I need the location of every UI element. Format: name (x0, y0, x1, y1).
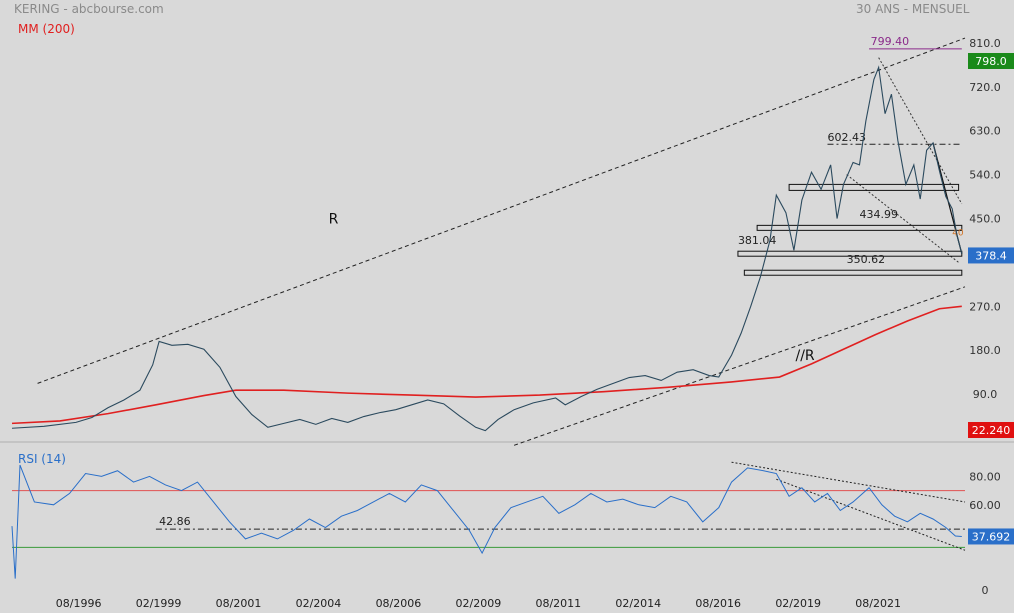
last-price-badge: 378.4 (975, 249, 1007, 262)
price-tick-label-2: 630.0 (969, 125, 1001, 138)
ma-legend: MM (200) (18, 22, 75, 36)
x-tick-label-0: 08/1996 (56, 597, 102, 610)
x-tick-label-5: 02/2009 (456, 597, 502, 610)
price-tick-label-3: 540.0 (969, 169, 1001, 182)
level-435-box (756, 224, 963, 231)
x-tick-label-10: 08/2021 (855, 597, 901, 610)
upper-price-badge-bg (968, 53, 1014, 69)
rsi-value-badge: 37.692 (972, 530, 1011, 543)
x-tick-label-7: 02/2014 (615, 597, 661, 610)
price-tick-label-5: 270.0 (969, 300, 1001, 313)
level-435-label: 434.99 (859, 208, 898, 221)
trend-line-down (878, 57, 963, 205)
ma-200-line (11, 305, 962, 425)
rsi-trend-upper (731, 461, 966, 503)
level-381-label: 381.04 (738, 234, 777, 247)
price-tick-label-0: 810.0 (969, 37, 1001, 50)
level-381-box (737, 250, 963, 257)
chart-title: KERING - abcbourse.com (14, 2, 164, 16)
rsi-line (11, 464, 962, 579)
rsi-tick-label-0: 80.00 (969, 470, 1001, 483)
rsi-trend-lower (776, 478, 966, 551)
channel-label-r: R (329, 211, 339, 227)
level-602-label: 602.43 (827, 131, 866, 144)
price-tick-label-6: 180.0 (969, 344, 1001, 357)
x-tick-label-9: 02/2019 (775, 597, 821, 610)
price-line (11, 65, 963, 432)
x-tick-label-3: 02/2004 (296, 597, 342, 610)
level-350-label: 350.62 (847, 253, 886, 266)
x-tick-label-2: 08/2001 (216, 597, 262, 610)
rsi-value-badge-bg (968, 528, 1014, 545)
ma-value-badge: 22.240 (972, 424, 1011, 437)
price-tick-label-4: 450.0 (969, 213, 1001, 226)
channel-upper-line (37, 37, 966, 384)
chart-period: 30 ANS - MENSUEL (856, 2, 970, 16)
small-mark-label: 40 (952, 229, 964, 239)
level-520-box (788, 183, 960, 191)
rsi-legend: RSI (14) (18, 452, 66, 466)
price-tick-label-1: 720.0 (969, 81, 1001, 94)
level-350-box (743, 269, 963, 276)
rsi-tick-label-1: 60.00 (969, 499, 1001, 512)
upper-price-badge: 798.0 (975, 55, 1007, 68)
x-tick-label-8: 08/2016 (695, 597, 741, 610)
rsi-tick-label-2: 0 (982, 584, 989, 597)
channel-label-parallel-r: //R (796, 348, 815, 364)
channel-lower-line (513, 286, 966, 446)
x-tick-label-4: 08/2006 (376, 597, 422, 610)
ma-value-badge-bg (968, 422, 1014, 438)
peak-label: 799.40 (871, 35, 910, 48)
x-tick-label-6: 08/2011 (535, 597, 581, 610)
x-tick-label-1: 02/1999 (136, 597, 182, 610)
last-price-badge-bg (968, 247, 1014, 264)
rsi-support-label: 42.86 (159, 515, 191, 528)
price-tick-label-7: 90.0 (973, 388, 998, 401)
